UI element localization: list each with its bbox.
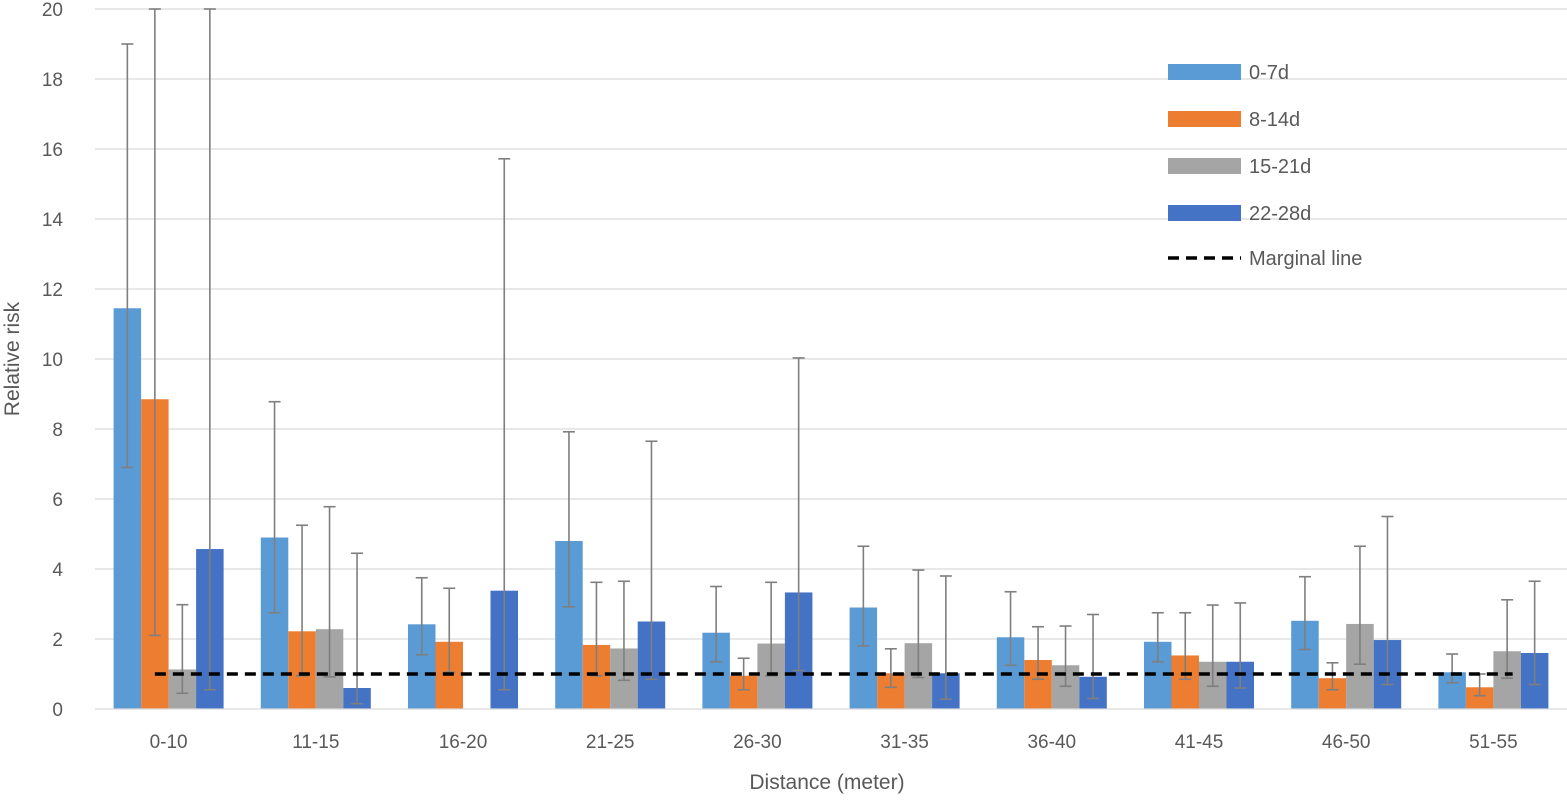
y-tick-label: 2 [52, 630, 63, 651]
error-bar-22-28d-46-50 [1381, 515, 1394, 686]
gridlines [95, 8, 1567, 640]
error-bar-0-7d-31-35 [857, 545, 870, 647]
error-bar-22-28d-31-35 [939, 575, 952, 701]
error-bar-0-7d-0-10 [121, 43, 134, 469]
legend-swatch [1168, 64, 1241, 80]
x-tick-label: 41-45 [1175, 732, 1224, 753]
error-bar-0-7d-21-25 [562, 430, 575, 608]
legend-swatch [1168, 111, 1241, 127]
error-bar-22-28d-26-30 [792, 357, 805, 672]
error-bar-0-7d-26-30 [710, 585, 723, 663]
x-tick-label: 51-55 [1469, 732, 1518, 753]
error-bar-15-21d-21-25 [617, 580, 630, 682]
error-bar-8-14d-41-45 [1179, 611, 1192, 681]
x-tick-label: 21-25 [586, 732, 635, 753]
error-bar-15-21d-41-45 [1206, 604, 1219, 688]
error-bar-15-21d-31-35 [912, 569, 925, 679]
y-tick-label: 4 [52, 560, 63, 581]
y-tick-label: 16 [42, 140, 63, 161]
x-axis-ticks: 0-10 11-15 16-20 21-25 26-30 31-35 36-40 41-45 4… [150, 732, 1518, 753]
error-bar-0-7d-46-50 [1298, 575, 1311, 651]
error-bar-15-21d-46-50 [1353, 545, 1366, 666]
legend-item-15-21d: 15-21d [1168, 156, 1311, 178]
y-tick-label: 6 [52, 490, 63, 511]
legend-label: 0-7d [1249, 62, 1289, 84]
x-tick-label: 46-50 [1322, 732, 1371, 753]
y-tick-label: 20 [42, 0, 63, 21]
y-tick-label: 8 [52, 420, 63, 441]
legend-item-marginal-line: Marginal line [1168, 248, 1362, 270]
legend-label: Marginal line [1249, 248, 1362, 270]
legend-swatch [1168, 158, 1241, 174]
legend-swatch [1168, 205, 1241, 221]
x-tick-label: 0-10 [150, 732, 188, 753]
error-bar-8-14d-0-10 [148, 8, 161, 637]
y-axis-title: Relative risk [1, 301, 24, 416]
error-bar-8-14d-36-40 [1032, 625, 1045, 681]
error-bar-15-21d-11-15 [323, 505, 336, 678]
error-bars [121, 8, 1541, 705]
error-bar-15-21d-51-55 [1501, 598, 1514, 680]
error-bar-0-7d-51-55 [1446, 653, 1459, 684]
x-axis-title: Distance (meter) [749, 771, 904, 794]
legend-label: 15-21d [1249, 156, 1311, 178]
error-bar-8-14d-26-30 [737, 657, 750, 691]
error-bar-22-28d-16-20 [498, 158, 511, 691]
legend-label: 22-28d [1249, 203, 1311, 225]
y-tick-label: 10 [42, 350, 63, 371]
error-bar-22-28d-21-25 [645, 440, 658, 681]
error-bar-15-21d-0-10 [176, 603, 189, 695]
legend: 0-7d 8-14d 15-21d 22-28d Marginal line [1168, 62, 1362, 270]
legend-item-0-7d: 0-7d [1168, 62, 1289, 84]
error-bar-22-28d-51-55 [1528, 580, 1541, 686]
x-tick-label: 26-30 [733, 732, 782, 753]
legend-item-8-14d: 8-14d [1168, 109, 1300, 131]
y-tick-label: 12 [42, 280, 63, 301]
bar-8-14d-51-55 [1465, 687, 1494, 709]
y-axis-ticks: 0 2 4 6 8 10 12 14 16 18 20 [42, 0, 64, 721]
y-tick-label: 14 [42, 210, 64, 231]
error-bar-15-21d-36-40 [1059, 625, 1072, 688]
error-bar-0-7d-41-45 [1151, 611, 1164, 663]
error-bar-22-28d-36-40 [1087, 613, 1100, 700]
y-tick-label: 0 [52, 700, 63, 721]
x-tick-label: 16-20 [439, 732, 488, 753]
x-tick-label: 36-40 [1027, 732, 1076, 753]
y-tick-label: 18 [42, 70, 63, 91]
error-bar-0-7d-16-20 [415, 576, 428, 656]
error-bar-0-7d-11-15 [268, 400, 281, 614]
error-bar-8-14d-31-35 [884, 647, 897, 689]
error-bar-22-28d-0-10 [203, 8, 216, 691]
x-tick-label: 11-15 [292, 732, 339, 753]
x-tick-label: 31-35 [880, 732, 929, 753]
error-bar-8-14d-46-50 [1326, 661, 1339, 691]
legend-label: 8-14d [1249, 109, 1300, 131]
error-bar-0-7d-36-40 [1004, 590, 1017, 667]
error-bar-22-28d-11-15 [351, 552, 364, 705]
legend-item-22-28d: 22-28d [1168, 203, 1311, 225]
